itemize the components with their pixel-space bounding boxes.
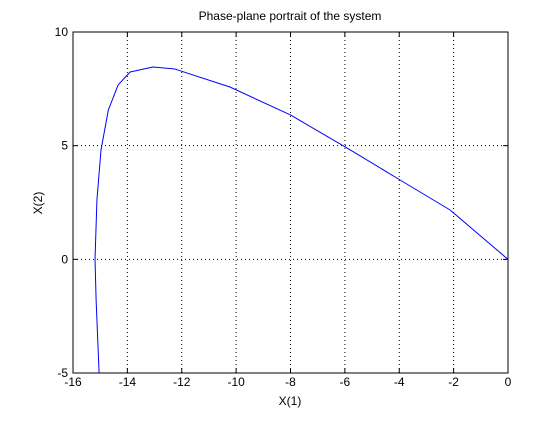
x-axis-label: X(1) bbox=[279, 394, 302, 408]
x-tick-label: -4 bbox=[394, 375, 405, 389]
chart-title: Phase-plane portrait of the system bbox=[199, 9, 382, 23]
y-tick-label: 10 bbox=[55, 25, 69, 39]
y-tick-label: 0 bbox=[61, 252, 68, 266]
x-tick-label: -2 bbox=[448, 375, 459, 389]
x-tick-label: -16 bbox=[64, 375, 82, 389]
axes-box bbox=[72, 31, 509, 374]
x-tick-label: 0 bbox=[505, 375, 512, 389]
y-tick-label: 5 bbox=[61, 139, 68, 153]
data-line bbox=[94, 66, 509, 374]
x-tick-label: -8 bbox=[285, 375, 296, 389]
x-tick-label: -6 bbox=[340, 375, 351, 389]
x-tick-label: -10 bbox=[227, 375, 245, 389]
y-axis-label: X(2) bbox=[31, 192, 45, 215]
y-tick-label: -5 bbox=[57, 366, 68, 380]
plot-area bbox=[73, 32, 508, 373]
x-tick-label: -12 bbox=[173, 375, 191, 389]
x-tick-label: -14 bbox=[119, 375, 137, 389]
